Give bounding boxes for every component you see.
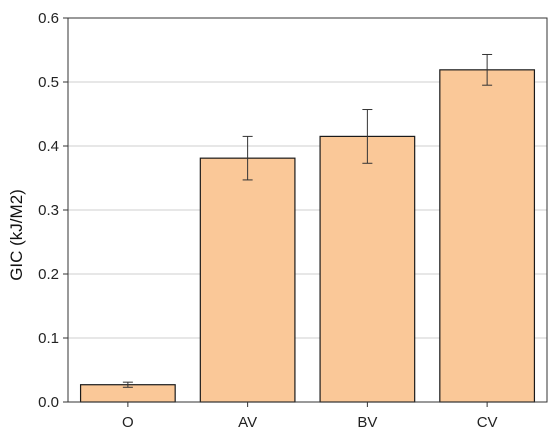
y-tick-label: 0.1 <box>38 330 59 347</box>
bar-bv <box>319 135 416 403</box>
x-tick-label: CV <box>477 414 498 431</box>
error-bar-o <box>122 381 133 388</box>
y-tick-label: 0.2 <box>38 266 59 283</box>
y-axis-ticks: 0.0 0.1 0.2 0.3 0.4 0.5 0.6 <box>38 10 68 411</box>
y-tick-label: 0.5 <box>38 74 59 91</box>
bar-av <box>199 157 296 403</box>
y-axis-label: GIC (kJ/M2) <box>7 189 26 281</box>
error-bar-bv <box>362 109 373 164</box>
y-tick-label: 0.4 <box>38 138 59 155</box>
x-tick-label: BV <box>357 414 377 431</box>
x-tick-label: O <box>122 414 134 431</box>
error-bar-av <box>242 135 253 181</box>
error-bars-group <box>122 53 493 388</box>
x-tick-label: AV <box>238 414 257 431</box>
error-bar-cv <box>482 53 493 86</box>
y-tick-label: 0.3 <box>38 202 59 219</box>
bar-cv <box>439 69 536 403</box>
x-axis-ticks: O AV BV CV <box>122 402 498 431</box>
bars-group <box>79 69 536 403</box>
y-tick-label: 0.6 <box>38 10 59 27</box>
y-tick-label: 0.0 <box>38 394 59 411</box>
